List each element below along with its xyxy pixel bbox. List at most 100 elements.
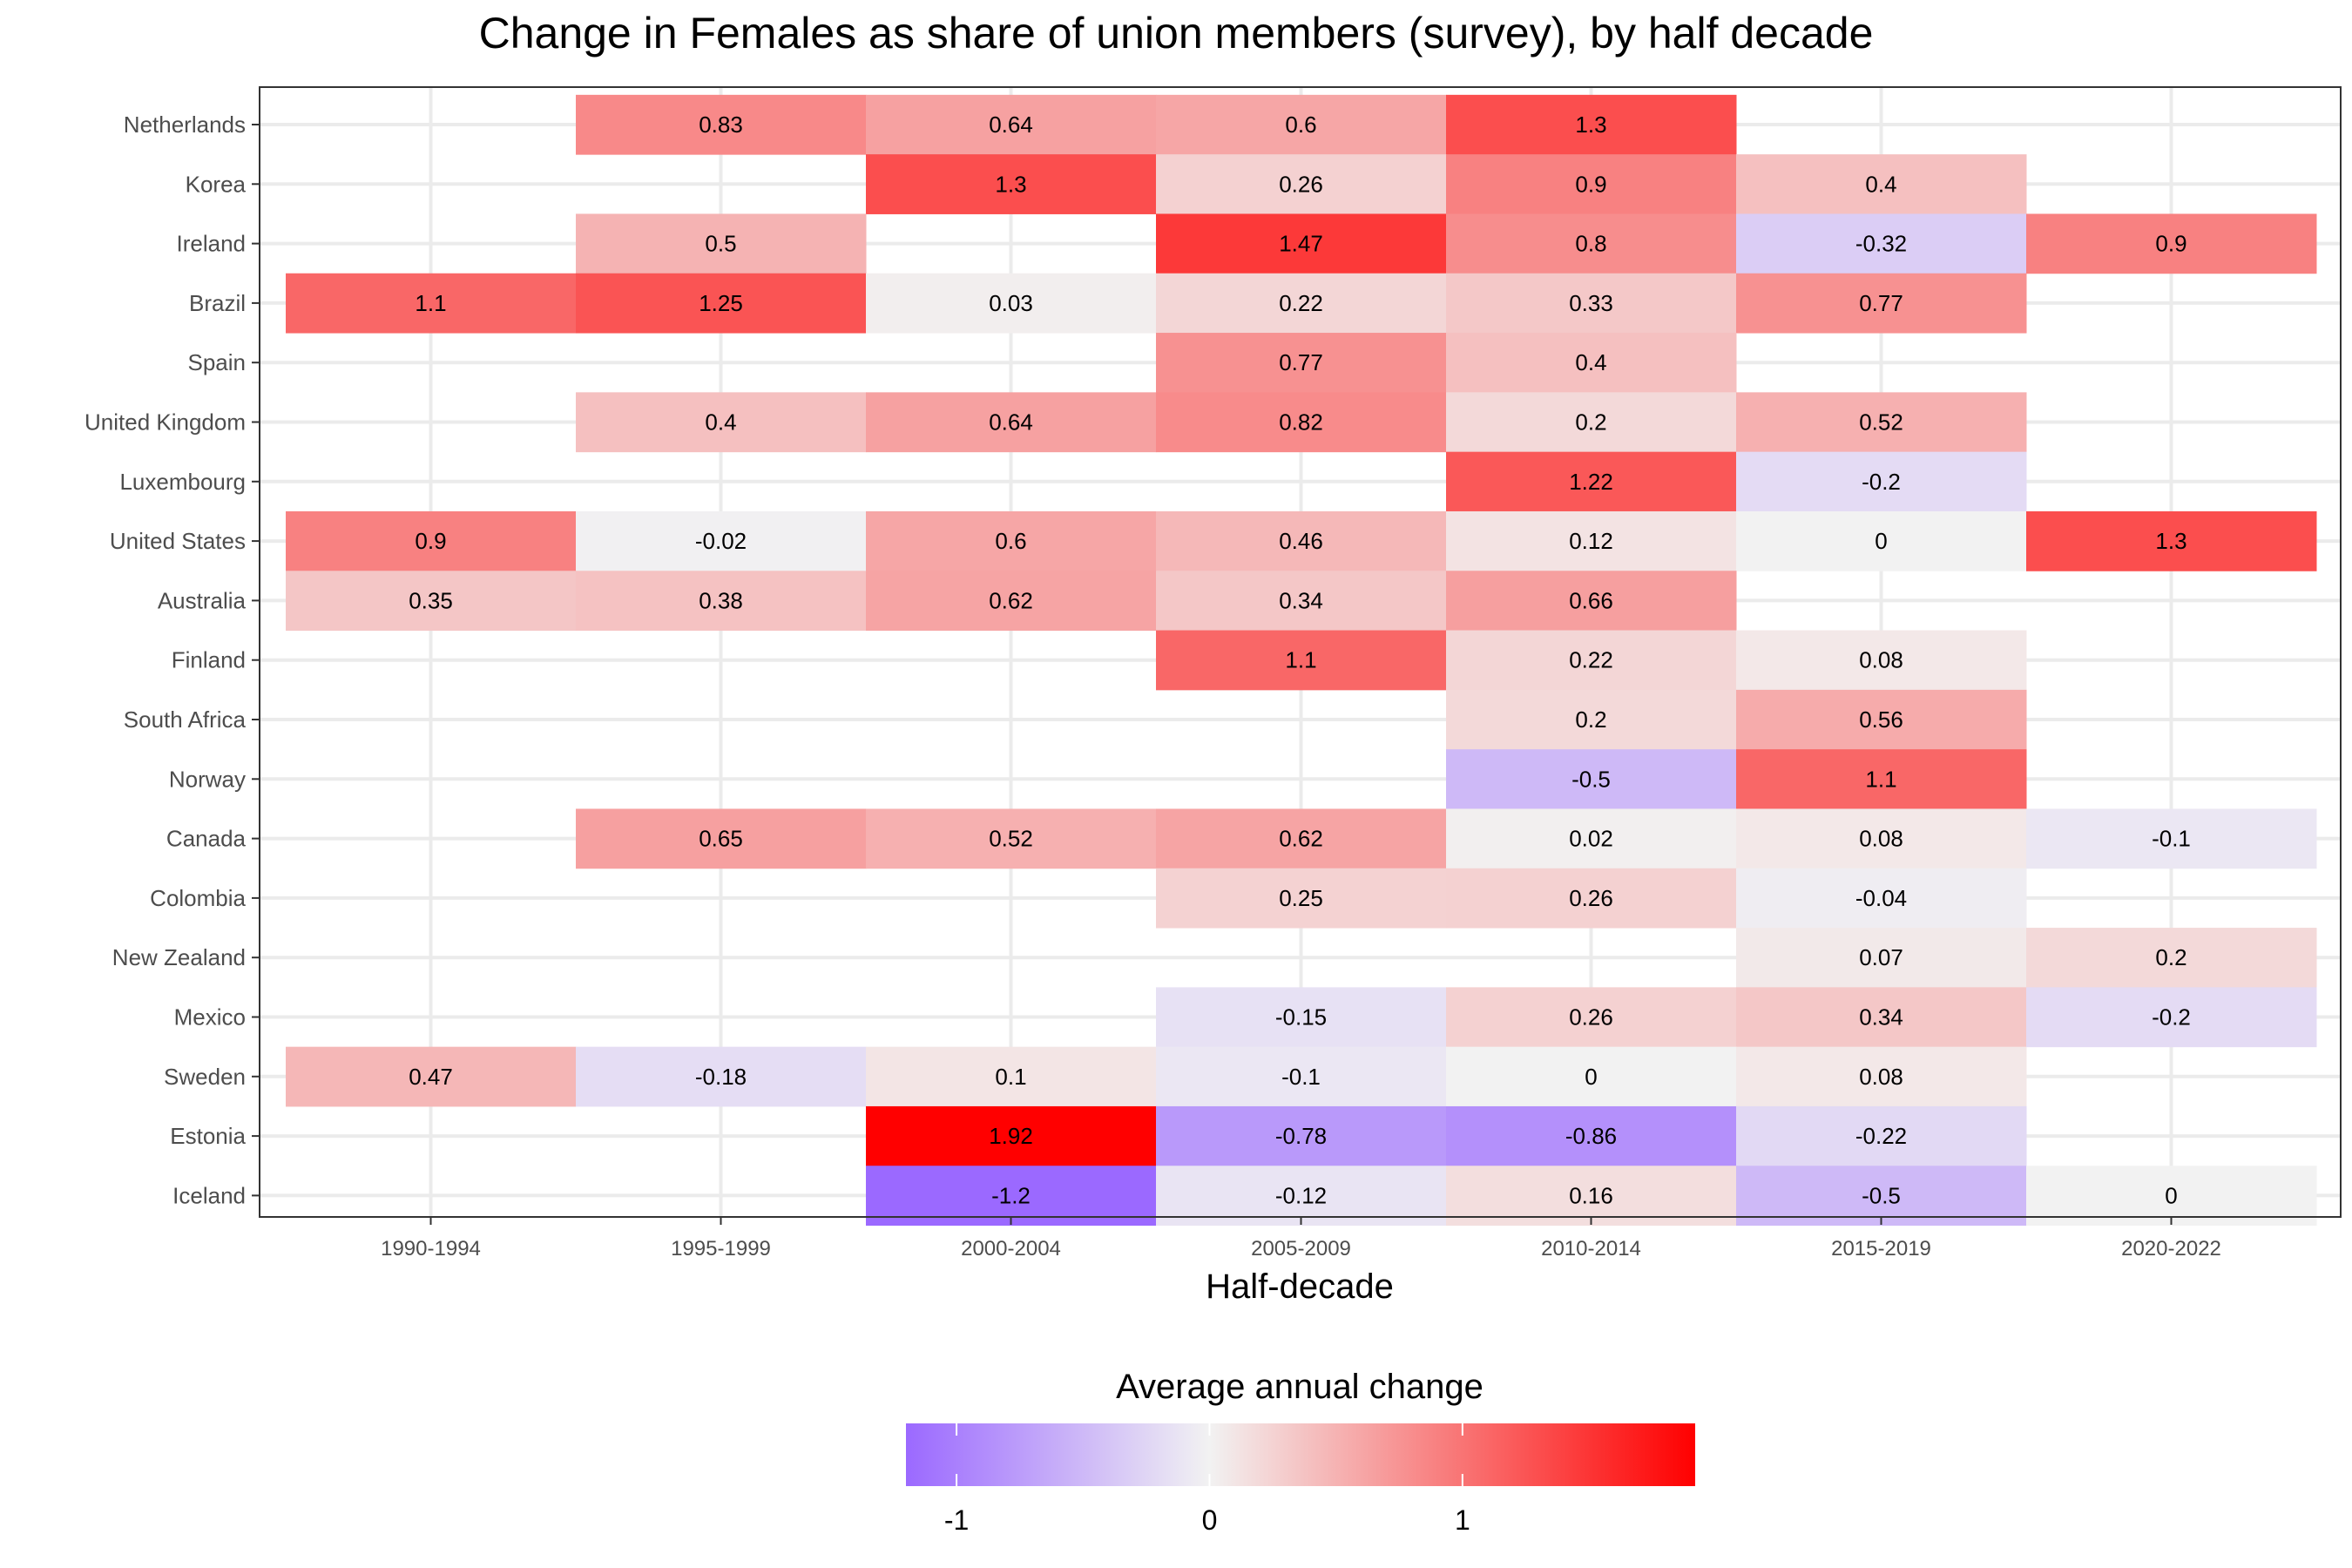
- heatmap-cell: [1736, 1166, 2027, 1227]
- cell-value-label: 0.65: [699, 826, 743, 852]
- y-tick-label: Iceland: [172, 1182, 246, 1208]
- cell-value-label: 0: [2165, 1182, 2177, 1208]
- cell-value-label: 0.52: [1859, 409, 1903, 436]
- heatmap-cell: [576, 94, 867, 155]
- heatmap-cell: [866, 1046, 1157, 1107]
- heatmap-cell: [1156, 1166, 1447, 1227]
- cell-value-label: 1.25: [699, 290, 743, 316]
- heatmap-cell: [866, 1105, 1157, 1166]
- heatmap-cell: [1446, 213, 1737, 274]
- y-tick-label: Luxembourg: [119, 469, 246, 495]
- heatmap-cell: [1446, 333, 1737, 393]
- heatmap-cell: [1736, 808, 2027, 869]
- cell-value-label: 0.6: [1285, 112, 1316, 138]
- heatmap-cell: [1736, 510, 2027, 571]
- heatmap-cell: [1156, 1105, 1447, 1166]
- heatmap-cell: [576, 808, 867, 869]
- cell-value-label: -0.15: [1275, 1004, 1327, 1031]
- heatmap-cell: [1446, 571, 1737, 632]
- heatmap-cell: [1156, 273, 1447, 334]
- heatmap-cell: [1736, 689, 2027, 750]
- heatmap-cell: [1446, 510, 1737, 571]
- y-tick-label: New Zealand: [112, 944, 246, 970]
- cell-value-label: 0.47: [409, 1064, 453, 1090]
- cell-value-label: -0.1: [2152, 826, 2191, 852]
- x-tick-label: 1995-1999: [671, 1237, 771, 1260]
- cell-value-label: 0.5: [705, 231, 736, 257]
- heatmap-cell: [1446, 749, 1737, 809]
- legend-tick-label: -1: [944, 1504, 969, 1536]
- heatmap-cell: [576, 392, 867, 453]
- cell-value-label: 0.07: [1859, 944, 1903, 970]
- heatmap-cell: [1156, 94, 1447, 155]
- x-axis-ticks: 1990-1994 1995-1999 2000-2004 2005-2009 2010…: [381, 1217, 2221, 1260]
- legend-color-bar: [906, 1423, 1695, 1486]
- cell-value-label: 0.35: [409, 587, 453, 613]
- cell-value-label: -0.1: [1281, 1064, 1321, 1090]
- cell-value-label: 0.2: [2155, 944, 2186, 970]
- cell-value-label: 0.25: [1279, 885, 1323, 911]
- heatmap-cell: [1156, 213, 1447, 274]
- cell-value-label: 0.62: [989, 587, 1033, 613]
- heatmap-cell: [2026, 928, 2317, 988]
- heatmap-cell: [866, 510, 1157, 571]
- heatmap-cell: [1446, 1166, 1737, 1227]
- cell-value-label: 0.1: [995, 1064, 1026, 1090]
- cell-value-label: -0.02: [695, 528, 747, 554]
- cell-value-label: 0.6: [995, 528, 1026, 554]
- y-tick-label: Mexico: [174, 1004, 246, 1031]
- heatmap-cell: [2026, 1166, 2317, 1227]
- heatmap-cell: [1156, 392, 1447, 453]
- cell-value-label: 0.08: [1859, 1064, 1903, 1090]
- cell-value-label: 0.9: [1575, 171, 1606, 197]
- cell-value-label: 0.08: [1859, 647, 1903, 673]
- heatmap-cells: 0.83 0.64 0.6 1.3 1.3 0.26 0.9 0.4 0.5 1.47 0.8 -0.…: [286, 94, 2317, 1227]
- heatmap-cell: [1736, 273, 2027, 334]
- heatmap-cell: [2026, 808, 2317, 869]
- heatmap-cell: [1446, 808, 1737, 869]
- cell-value-label: 0.34: [1279, 587, 1323, 613]
- y-tick-label: Norway: [169, 766, 246, 792]
- heatmap-cell: [1156, 630, 1447, 691]
- cell-value-label: -0.04: [1855, 885, 1907, 911]
- y-tick-label: United Kingdom: [84, 409, 246, 436]
- cell-value-label: 0.9: [2155, 231, 2186, 257]
- cell-value-label: 0.22: [1279, 290, 1323, 316]
- y-tick-label: Finland: [172, 647, 246, 673]
- heatmap-cell: [1446, 273, 1737, 334]
- x-tick-label: 2005-2009: [1251, 1237, 1351, 1260]
- x-axis-title: Half-decade: [1206, 1267, 1394, 1306]
- cell-value-label: 1.3: [1575, 112, 1606, 138]
- cell-value-label: 0.77: [1279, 349, 1323, 375]
- heatmap-cell: [1156, 571, 1447, 632]
- cell-value-label: 1.3: [995, 171, 1026, 197]
- heatmap-cell: [576, 273, 867, 334]
- heatmap-cell: [1446, 1046, 1737, 1107]
- heatmap-cell: [1446, 451, 1737, 512]
- cell-value-label: -0.2: [2152, 1004, 2191, 1031]
- heatmap-cell: [1156, 510, 1447, 571]
- cell-value-label: 0.4: [705, 409, 736, 436]
- cell-value-label: 1.1: [415, 290, 446, 316]
- heatmap-cell: [1156, 1046, 1447, 1107]
- cell-value-label: -0.5: [1862, 1182, 1901, 1208]
- cell-value-label: 1.22: [1569, 469, 1613, 495]
- cell-value-label: 0.64: [989, 112, 1033, 138]
- heatmap-cell: [1156, 987, 1447, 1048]
- cell-value-label: 0.03: [989, 290, 1033, 316]
- heatmap-cell: [1446, 987, 1737, 1048]
- y-tick-label: Canada: [166, 826, 247, 852]
- cell-value-label: 1.3: [2155, 528, 2186, 554]
- heatmap-cell: [2026, 510, 2317, 571]
- heatmap-cell: [576, 213, 867, 274]
- heatmap-cell: [576, 1046, 867, 1107]
- y-axis-ticks: Netherlands Korea Ireland Brazil Spain United…: [84, 112, 260, 1208]
- cell-value-label: 0.33: [1569, 290, 1613, 316]
- y-tick-label: Ireland: [177, 231, 247, 257]
- heatmap-cell: [1736, 749, 2027, 809]
- color-legend: Average annual change -1 0 1: [906, 1368, 1695, 1536]
- cell-value-label: 0.26: [1569, 1004, 1613, 1031]
- heatmap-cell: [1446, 689, 1737, 750]
- cell-value-label: 1.1: [1285, 647, 1316, 673]
